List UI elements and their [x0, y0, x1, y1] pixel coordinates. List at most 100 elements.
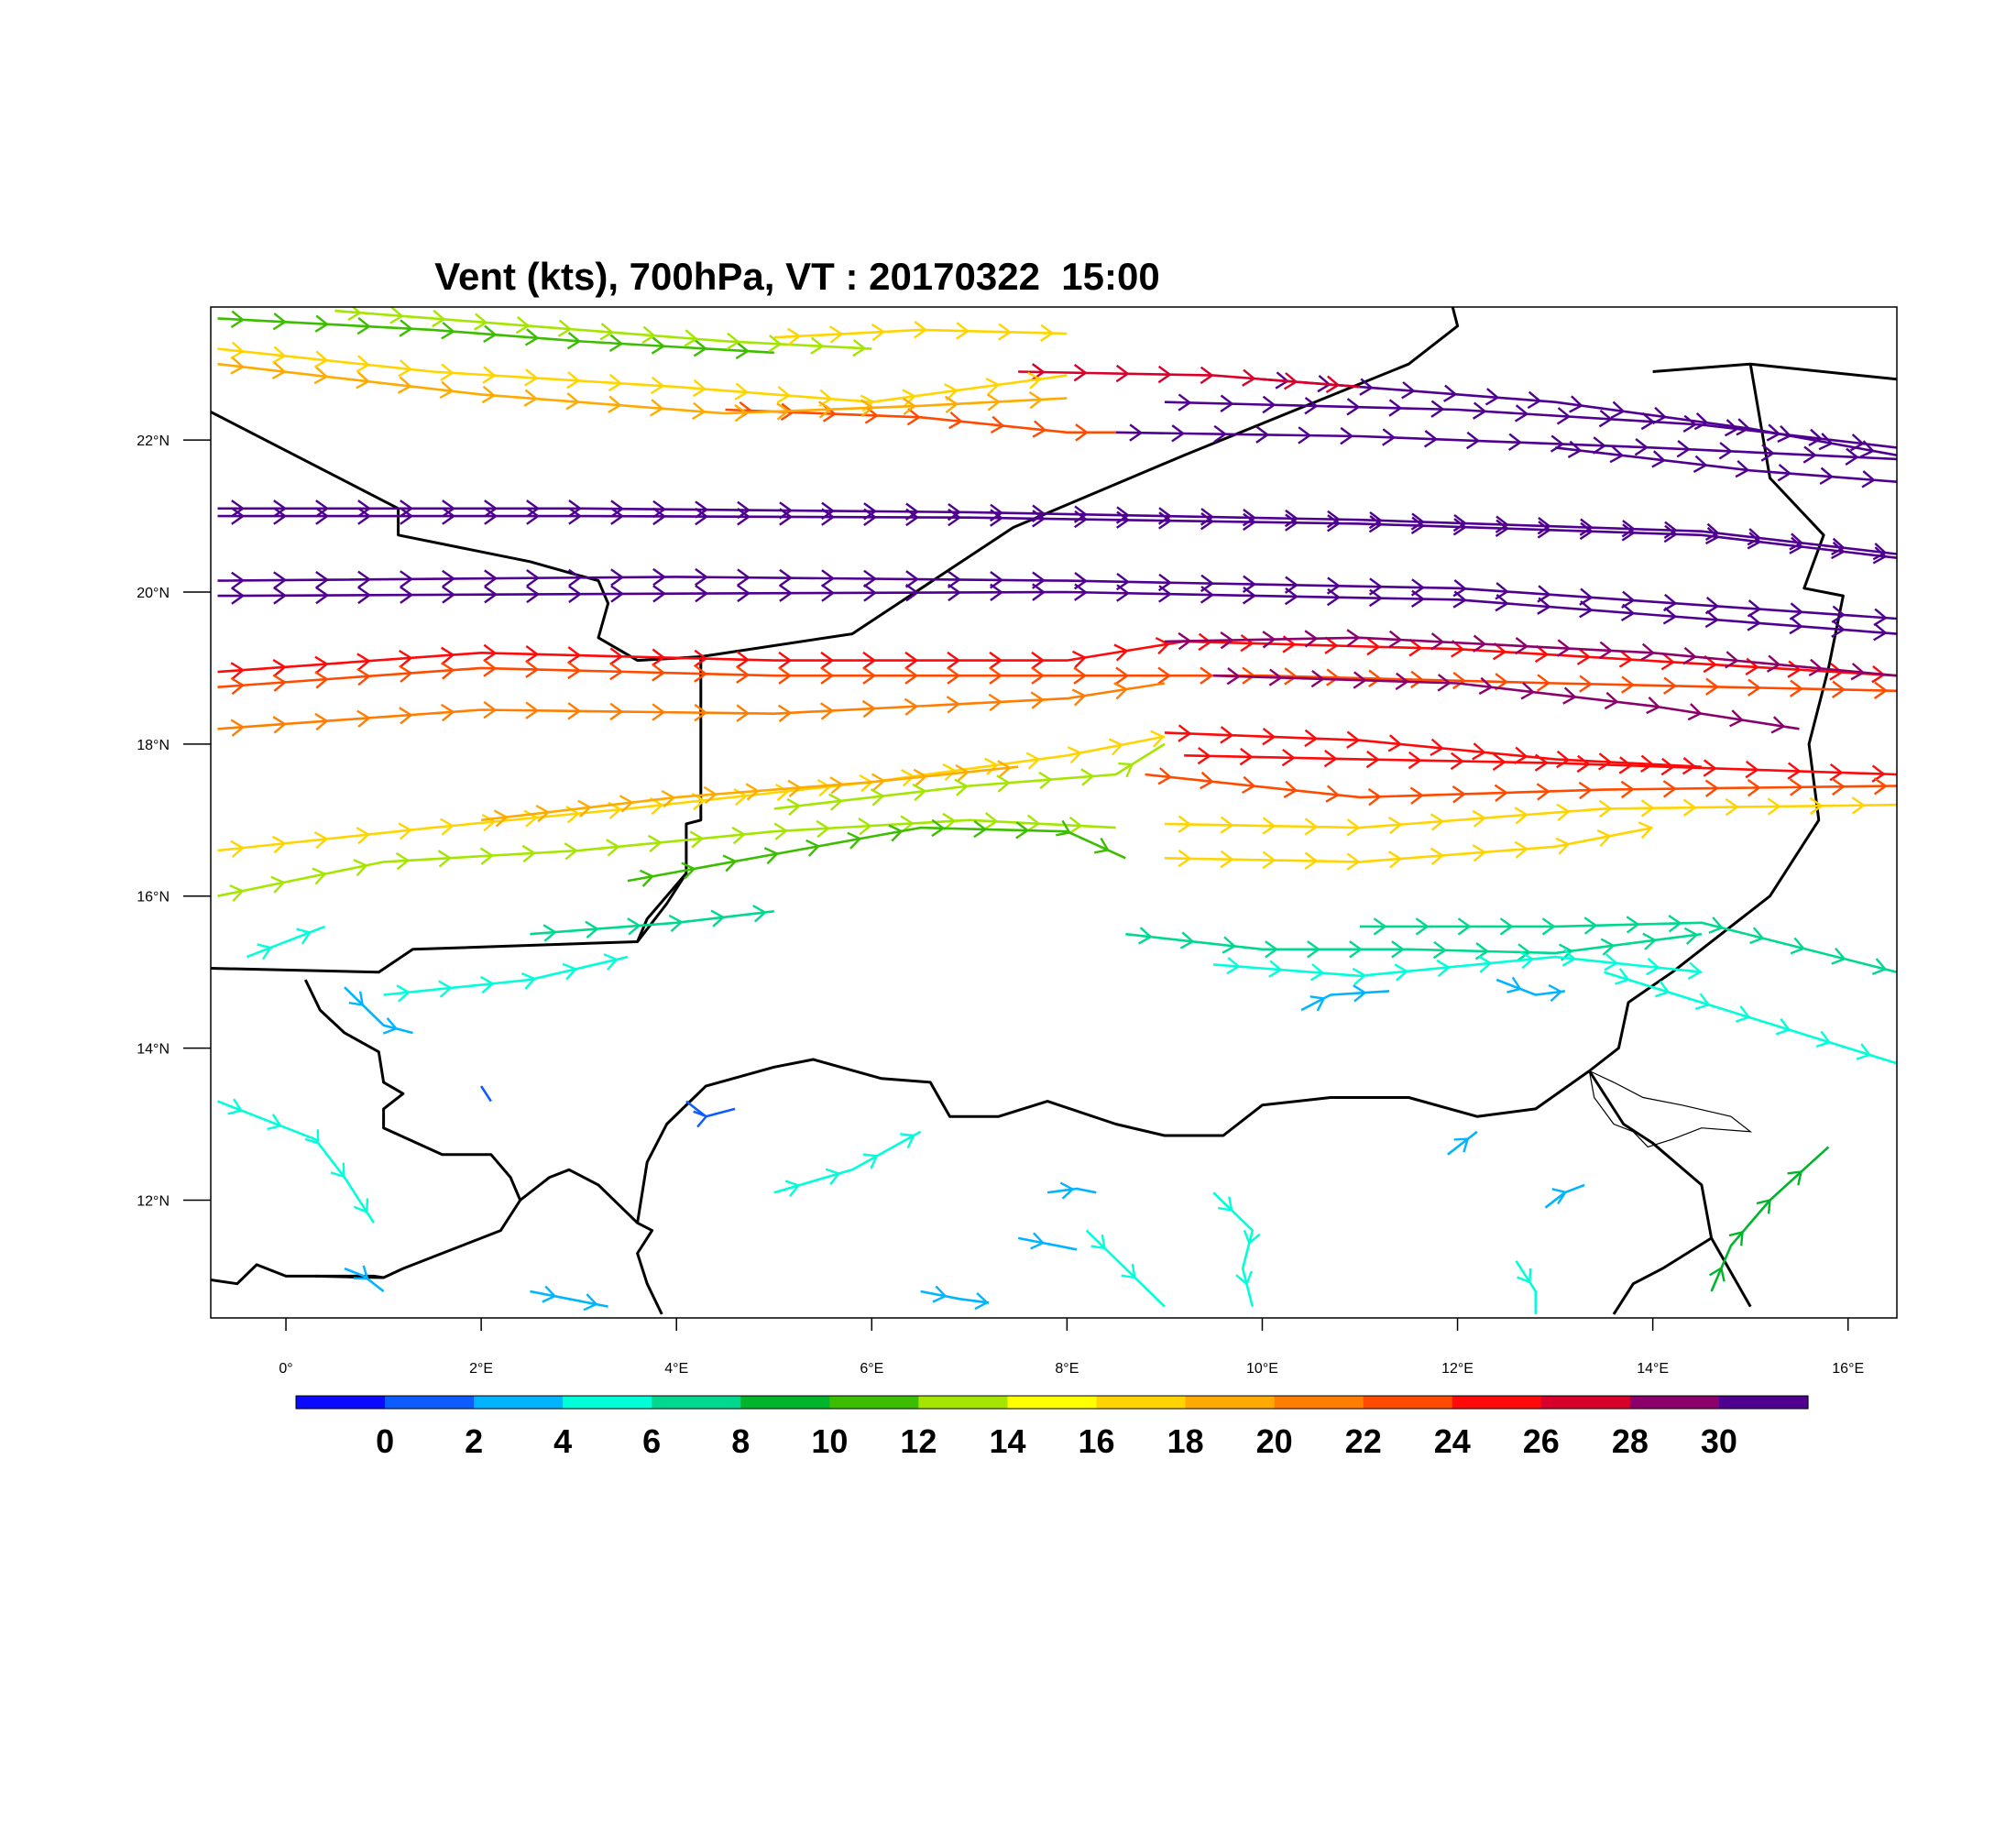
- streamline: [217, 514, 1897, 559]
- colorbar-swatch: [1007, 1396, 1098, 1409]
- streamline-arrowhead: [1618, 756, 1632, 774]
- streamline-arrowhead: [397, 376, 411, 394]
- streamline-arrowhead: [1309, 995, 1325, 1012]
- streamline-arrowhead: [1310, 669, 1324, 688]
- streamline-arrowhead: [858, 818, 871, 836]
- streamline-arrowhead: [821, 584, 835, 602]
- streamline-arrowhead: [1410, 516, 1425, 534]
- streamline-arrowhead: [1537, 517, 1551, 535]
- streamline-arrowhead: [1457, 917, 1471, 936]
- streamline-arrowhead: [314, 712, 328, 731]
- streamline: [1164, 803, 1897, 829]
- streamline-arrowhead: [860, 399, 874, 417]
- streamline-arrowhead: [398, 359, 412, 378]
- streamline-arrowhead: [948, 508, 961, 527]
- streamline-arrowhead: [1155, 637, 1170, 655]
- streamline-arrowhead: [1548, 983, 1562, 1003]
- streamline-arrowhead: [1747, 528, 1761, 546]
- streamline-arrowhead: [780, 402, 794, 422]
- streamline-arrowhead: [356, 827, 370, 845]
- streamline-arrowhead: [271, 361, 286, 379]
- streamline-arrowhead: [1492, 642, 1507, 661]
- streamline-arrowhead: [1158, 511, 1172, 530]
- colorbar-label: 24: [1434, 1422, 1471, 1460]
- y-tick-label: 12°N: [137, 1193, 170, 1209]
- streamline-arrowhead: [440, 646, 455, 665]
- streamline-arrowhead: [398, 822, 412, 840]
- streamline-arrowhead: [998, 323, 1012, 341]
- streamline-arrowhead: [440, 703, 455, 722]
- streamline-arrowhead: [312, 867, 326, 885]
- streamline-arrowhead: [1346, 629, 1360, 647]
- streamline-arrowhead: [1220, 631, 1233, 650]
- streamline-arrowhead: [1262, 395, 1276, 414]
- streamline-arrowhead: [1718, 442, 1733, 460]
- y-axis: 12°N 14°N 16°N 18°N 20°N 22°N: [137, 434, 211, 1209]
- streamline-arrowhead: [1735, 460, 1749, 478]
- streamline-arrowhead: [1387, 734, 1402, 752]
- streamline-arrowhead: [1074, 583, 1088, 601]
- streamline-arrowhead: [652, 585, 666, 603]
- streamline-arrowhead: [1368, 669, 1382, 687]
- streamline-arrowhead: [900, 815, 914, 833]
- streamline-arrowhead: [619, 795, 633, 813]
- streamline: [1164, 826, 1653, 863]
- streamline-arrowhead: [1660, 757, 1674, 776]
- streamline-arrowhead: [944, 395, 959, 414]
- streamline-arrowhead: [1197, 746, 1211, 765]
- streamline-arrowhead: [888, 824, 903, 842]
- streamline-arrowhead: [353, 1265, 369, 1280]
- streamline-arrowhead: [1662, 780, 1677, 798]
- streamline-arrowhead: [1472, 742, 1485, 761]
- streamline-arrowhead: [819, 702, 834, 720]
- streamline-arrowhead: [1408, 639, 1422, 657]
- streamline-arrowhead: [1485, 388, 1499, 406]
- streamline-arrowhead: [1556, 407, 1571, 425]
- streamline-arrowhead: [1872, 543, 1887, 561]
- country-border: [1710, 1237, 1752, 1308]
- streamline-arrowhead: [357, 507, 371, 525]
- streamline-arrowhead: [652, 703, 665, 721]
- streamline-arrowhead: [1598, 799, 1612, 818]
- streamline-arrowhead: [257, 943, 272, 960]
- streamline-arrowhead: [440, 662, 455, 680]
- wind-streamlines: [217, 307, 1897, 1314]
- streamline-arrowhead: [904, 651, 918, 670]
- streamline-arrowhead: [1200, 366, 1213, 385]
- streamline-arrowhead: [627, 917, 641, 936]
- streamline-arrowhead: [825, 1168, 840, 1186]
- streamline-arrowhead: [1325, 375, 1340, 394]
- country-border: [636, 1058, 1591, 1224]
- streamline-arrowhead: [974, 1292, 989, 1311]
- streamline: [920, 1290, 990, 1304]
- streamline-arrowhead: [1387, 851, 1402, 869]
- streamline-arrowhead: [1226, 956, 1240, 975]
- streamline-arrowhead: [821, 508, 835, 526]
- streamline-arrowhead: [777, 704, 792, 723]
- streamline-arrowhead: [567, 702, 581, 720]
- colorbar-swatch: [918, 1396, 1009, 1409]
- streamline: [1213, 955, 1703, 978]
- streamline: [773, 1130, 922, 1194]
- streamline-arrowhead: [1346, 852, 1360, 871]
- colorbar-swatch: [652, 1396, 741, 1409]
- streamline-arrowhead: [481, 813, 496, 832]
- streamline-arrowhead: [1687, 961, 1702, 980]
- streamline-arrowhead: [1583, 916, 1597, 935]
- streamline-arrowhead: [695, 584, 708, 603]
- streamline-arrowhead: [1113, 643, 1128, 662]
- streamline-arrowhead: [1724, 419, 1738, 437]
- streamline-arrowhead: [863, 569, 877, 588]
- colorbar-swatch: [740, 1396, 830, 1409]
- streamline-arrowhead: [1576, 754, 1590, 774]
- streamline-arrowhead: [1242, 666, 1255, 685]
- streamline-arrowhead: [230, 840, 245, 858]
- streamline-arrowhead: [1472, 809, 1486, 829]
- streamline: [217, 347, 1068, 404]
- streamline-arrowhead: [1031, 651, 1045, 670]
- streamline-arrowhead: [523, 389, 538, 407]
- streamline-arrowhead: [1562, 686, 1577, 705]
- streamline-arrowhead: [784, 1180, 800, 1197]
- colorbar-label: 26: [1523, 1422, 1560, 1460]
- streamline: [217, 1100, 375, 1224]
